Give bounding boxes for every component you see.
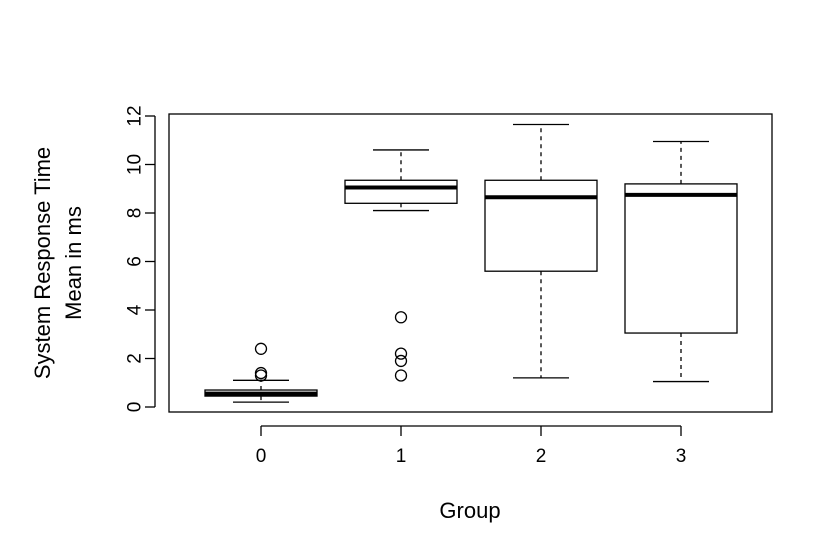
box-group-0 [204, 342, 318, 403]
y-axis-title-line-1: System Response Time [30, 147, 55, 379]
y-tick-label: 8 [125, 208, 146, 219]
box-group-1 [344, 149, 458, 382]
outlier-point [254, 369, 268, 382]
x-tick-label: 0 [256, 446, 267, 467]
outlier-point [254, 366, 268, 380]
outlier-point [394, 369, 408, 382]
box-group-3 [624, 140, 738, 383]
x-tick-label: 3 [676, 446, 687, 467]
x-axis-title: Group [439, 498, 500, 523]
y-tick-label: 0 [125, 402, 146, 413]
iqr-box [484, 179, 598, 272]
y-tick-label: 12 [125, 105, 146, 126]
y-tick-label: 6 [125, 256, 146, 267]
outlier-point [394, 347, 408, 360]
outlier-point [394, 354, 408, 368]
y-axis-title-line-2: Mean in ms [61, 206, 86, 320]
box-series [204, 123, 738, 403]
y-tick-label: 10 [125, 154, 146, 175]
iqr-box [344, 179, 458, 204]
outlier-point [394, 311, 408, 324]
y-axis: 0 2 4 6 8 10 12 [125, 105, 156, 413]
plot-frame [168, 113, 773, 413]
x-tick-label: 1 [396, 446, 407, 467]
iqr-box [624, 183, 738, 334]
x-axis: 0 1 2 3 [256, 425, 687, 467]
y-tick-label: 2 [125, 353, 146, 364]
x-tick-label: 2 [536, 446, 547, 467]
y-tick-label: 4 [125, 304, 146, 315]
box-group-2 [484, 123, 598, 379]
outlier-point [254, 342, 268, 355]
